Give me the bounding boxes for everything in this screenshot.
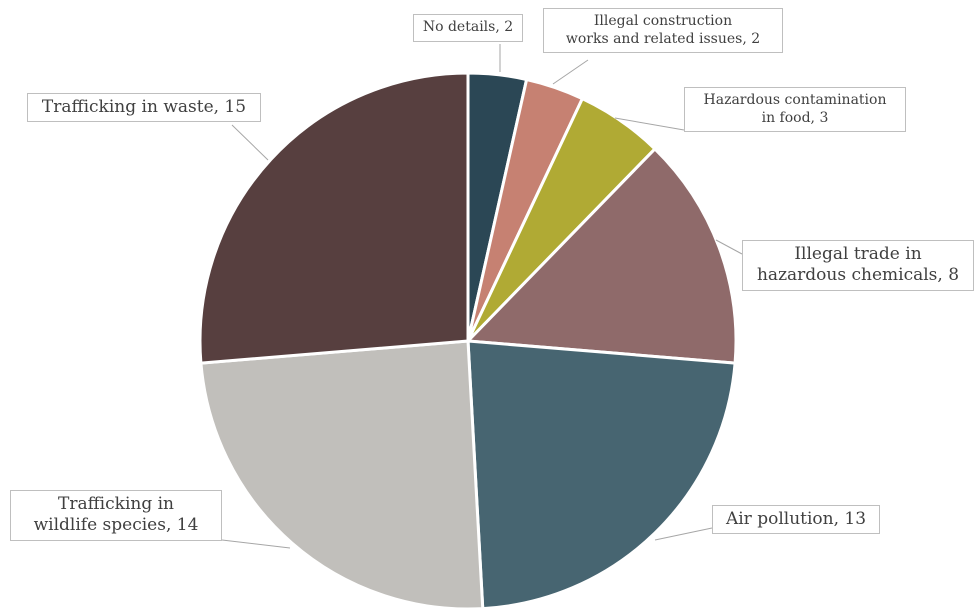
data-label-text: Air pollution, 13 xyxy=(725,509,867,529)
pie-slice-5 xyxy=(199,339,485,610)
data-label-text: wildlife species, 14 xyxy=(33,515,199,536)
data-label-text: Illegal trade in xyxy=(794,244,922,264)
data-label-text: in food, 3 xyxy=(761,109,829,126)
pie-slice-3 xyxy=(466,147,738,365)
leader-line-1 xyxy=(552,59,589,85)
data-label-text: Illegal construction xyxy=(593,13,733,29)
leader-line-6 xyxy=(231,124,269,161)
data-label-5: Trafficking in wildlife species, 14 xyxy=(10,490,222,541)
data-label-6: Trafficking in waste, 15 xyxy=(27,93,261,123)
leader-line-5 xyxy=(221,539,291,549)
data-label-text: works and related issues, 2 xyxy=(565,30,761,47)
data-label-3: Illegal trade in hazardous chemicals, 8 xyxy=(742,240,974,291)
leader-line-3 xyxy=(715,239,743,255)
pie-slice-4 xyxy=(466,339,737,610)
leader-line-2 xyxy=(614,117,685,131)
data-label-text: Trafficking in xyxy=(58,494,174,514)
data-label-2: Hazardous contamination in food, 3 xyxy=(684,87,906,132)
pie-slice-6 xyxy=(198,71,470,365)
data-label-text: No details, 2 xyxy=(422,19,514,35)
data-label-4: Air pollution, 13 xyxy=(712,505,880,535)
data-label-1: Illegal construction works and related is… xyxy=(543,8,783,53)
data-label-text: hazardous chemicals, 8 xyxy=(756,265,960,286)
data-label-0: No details, 2 xyxy=(413,14,523,42)
data-label-text: Hazardous contamination xyxy=(703,92,887,108)
data-label-text: Trafficking in waste, 15 xyxy=(41,97,247,117)
leader-line-4 xyxy=(654,527,713,541)
